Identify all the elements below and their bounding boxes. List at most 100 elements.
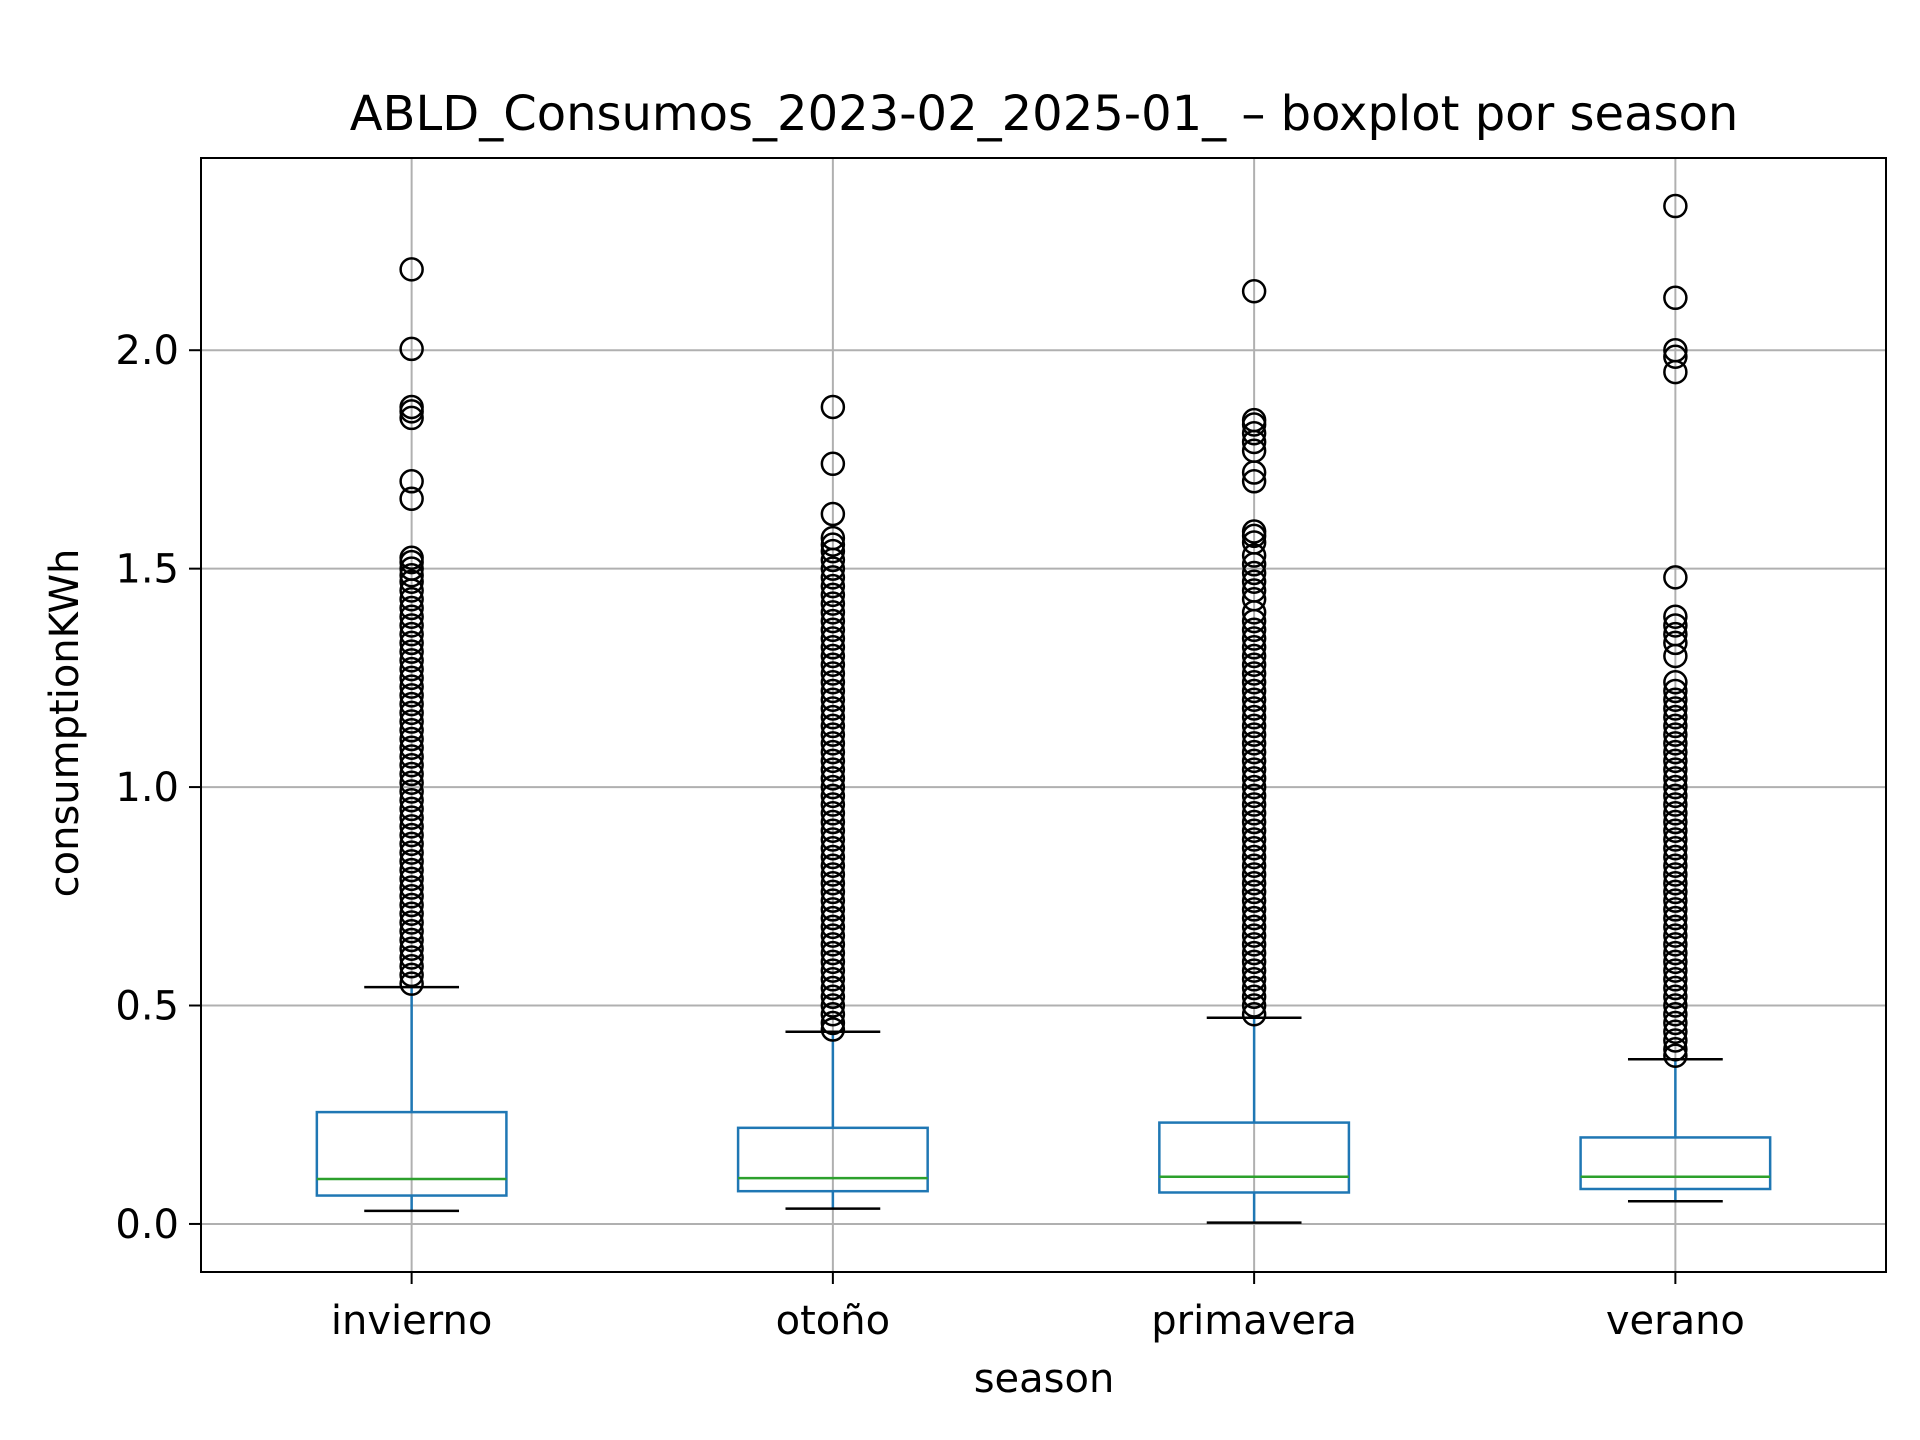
- outlier-point: [820, 565, 846, 590]
- outlier-point: [820, 547, 846, 573]
- outlier-point: [1241, 731, 1267, 756]
- outlier-point: [399, 779, 424, 804]
- outlier-point: [820, 669, 846, 695]
- outlier-point: [1663, 757, 1688, 782]
- outlier-point: [399, 486, 424, 512]
- outlier-point: [820, 809, 846, 835]
- plot-frame: [200, 157, 1887, 1273]
- outlier-point: [820, 722, 846, 747]
- outlier-point: [1241, 993, 1267, 1018]
- boxes-layer: [315, 193, 1772, 1224]
- outlier-point: [820, 1010, 846, 1036]
- outlier-point: [1241, 696, 1267, 721]
- outlier-point: [1663, 748, 1688, 774]
- outlier-point: [399, 927, 424, 953]
- outlier-point: [399, 814, 424, 839]
- y-tick-label: 0.5: [115, 984, 179, 1030]
- outlier-point: [1663, 678, 1688, 704]
- outlier-point: [820, 635, 846, 660]
- outlier-point: [820, 532, 846, 557]
- outlier-point: [820, 696, 846, 721]
- outlier-point: [399, 787, 424, 813]
- outlier-point: [1241, 949, 1267, 975]
- outlier-point: [820, 1002, 846, 1027]
- outlier-point: [1241, 984, 1267, 1010]
- y-tick-label: 2.0: [115, 328, 179, 374]
- outlier-point: [1663, 344, 1688, 370]
- outlier-point: [1241, 975, 1267, 1001]
- outlier-point: [820, 1017, 846, 1042]
- outlier-point: [399, 691, 424, 717]
- outlier-point: [399, 770, 424, 795]
- outlier-point: [399, 744, 424, 769]
- outlier-point: [1241, 722, 1267, 747]
- outlier-point: [820, 774, 846, 800]
- outlier-point: [1241, 958, 1267, 983]
- outlier-point: [820, 932, 846, 957]
- outlier-point: [820, 617, 846, 643]
- outlier-point: [1241, 429, 1267, 455]
- outlier-point: [399, 613, 424, 638]
- outlier-point: [1663, 993, 1688, 1018]
- y-tick-label: 1.0: [115, 765, 179, 811]
- x-tick-label: otoño: [776, 1298, 890, 1344]
- outlier-point: [1241, 739, 1267, 765]
- outlier-point: [1241, 560, 1267, 586]
- outlier-point: [399, 953, 424, 979]
- outlier-point: [1663, 630, 1688, 656]
- outlier-point: [820, 573, 846, 599]
- outlier-point: [820, 731, 846, 756]
- outlier-point: [820, 844, 846, 870]
- box-group-verano: [1579, 193, 1772, 1203]
- outlier-point: [1241, 552, 1267, 577]
- outlier-point: [1241, 835, 1267, 861]
- outlier-point: [399, 578, 424, 603]
- outlier-point: [1663, 359, 1688, 385]
- outlier-point: [399, 549, 424, 575]
- outlier-point: [399, 857, 424, 883]
- outlier-point: [399, 866, 424, 892]
- outlier-point: [399, 718, 424, 743]
- outlier-point: [1241, 600, 1267, 625]
- outlier-point: [399, 569, 424, 595]
- outlier-point: [399, 761, 424, 787]
- outlier-point: [1663, 565, 1688, 590]
- outlier-point: [399, 665, 424, 691]
- outlier-point: [399, 918, 424, 944]
- outlier-point: [399, 700, 424, 726]
- outlier-point: [820, 748, 846, 774]
- outlier-point: [820, 835, 846, 861]
- outlier-point: [1663, 984, 1688, 1010]
- y-tick-label: 1.5: [115, 547, 179, 593]
- outlier-point: [1241, 687, 1267, 712]
- outlier-point: [820, 862, 846, 887]
- outlier-point: [820, 853, 846, 878]
- outlier-point: [820, 394, 846, 420]
- outlier-point: [1241, 635, 1267, 660]
- outlier-point: [1663, 1002, 1688, 1027]
- outlier-point: [399, 735, 424, 761]
- outlier-point: [1663, 731, 1688, 756]
- outlier-point: [1241, 704, 1267, 730]
- chart-title: ABLD_Consumos_2023-02_2025-01_ – boxplot…: [350, 86, 1739, 142]
- outlier-point: [820, 818, 846, 844]
- outlier-point: [820, 678, 846, 704]
- outlier-point: [820, 923, 846, 948]
- outlier-point: [1241, 801, 1267, 826]
- outlier-point: [1241, 713, 1267, 739]
- outlier-point: [1663, 914, 1688, 940]
- outlier-point: [1241, 643, 1267, 669]
- outlier-point: [399, 683, 424, 708]
- outlier-point: [1241, 617, 1267, 643]
- outlier-point: [1241, 757, 1267, 782]
- outlier-point: [399, 971, 424, 996]
- outlier-point: [1241, 523, 1267, 549]
- outlier-point: [820, 905, 846, 931]
- outlier-point: [1241, 669, 1267, 695]
- outlier-point: [1663, 879, 1688, 905]
- outlier-point: [820, 713, 846, 739]
- outlier-point: [820, 827, 846, 852]
- outlier-point: [820, 652, 846, 678]
- outlier-point: [820, 879, 846, 905]
